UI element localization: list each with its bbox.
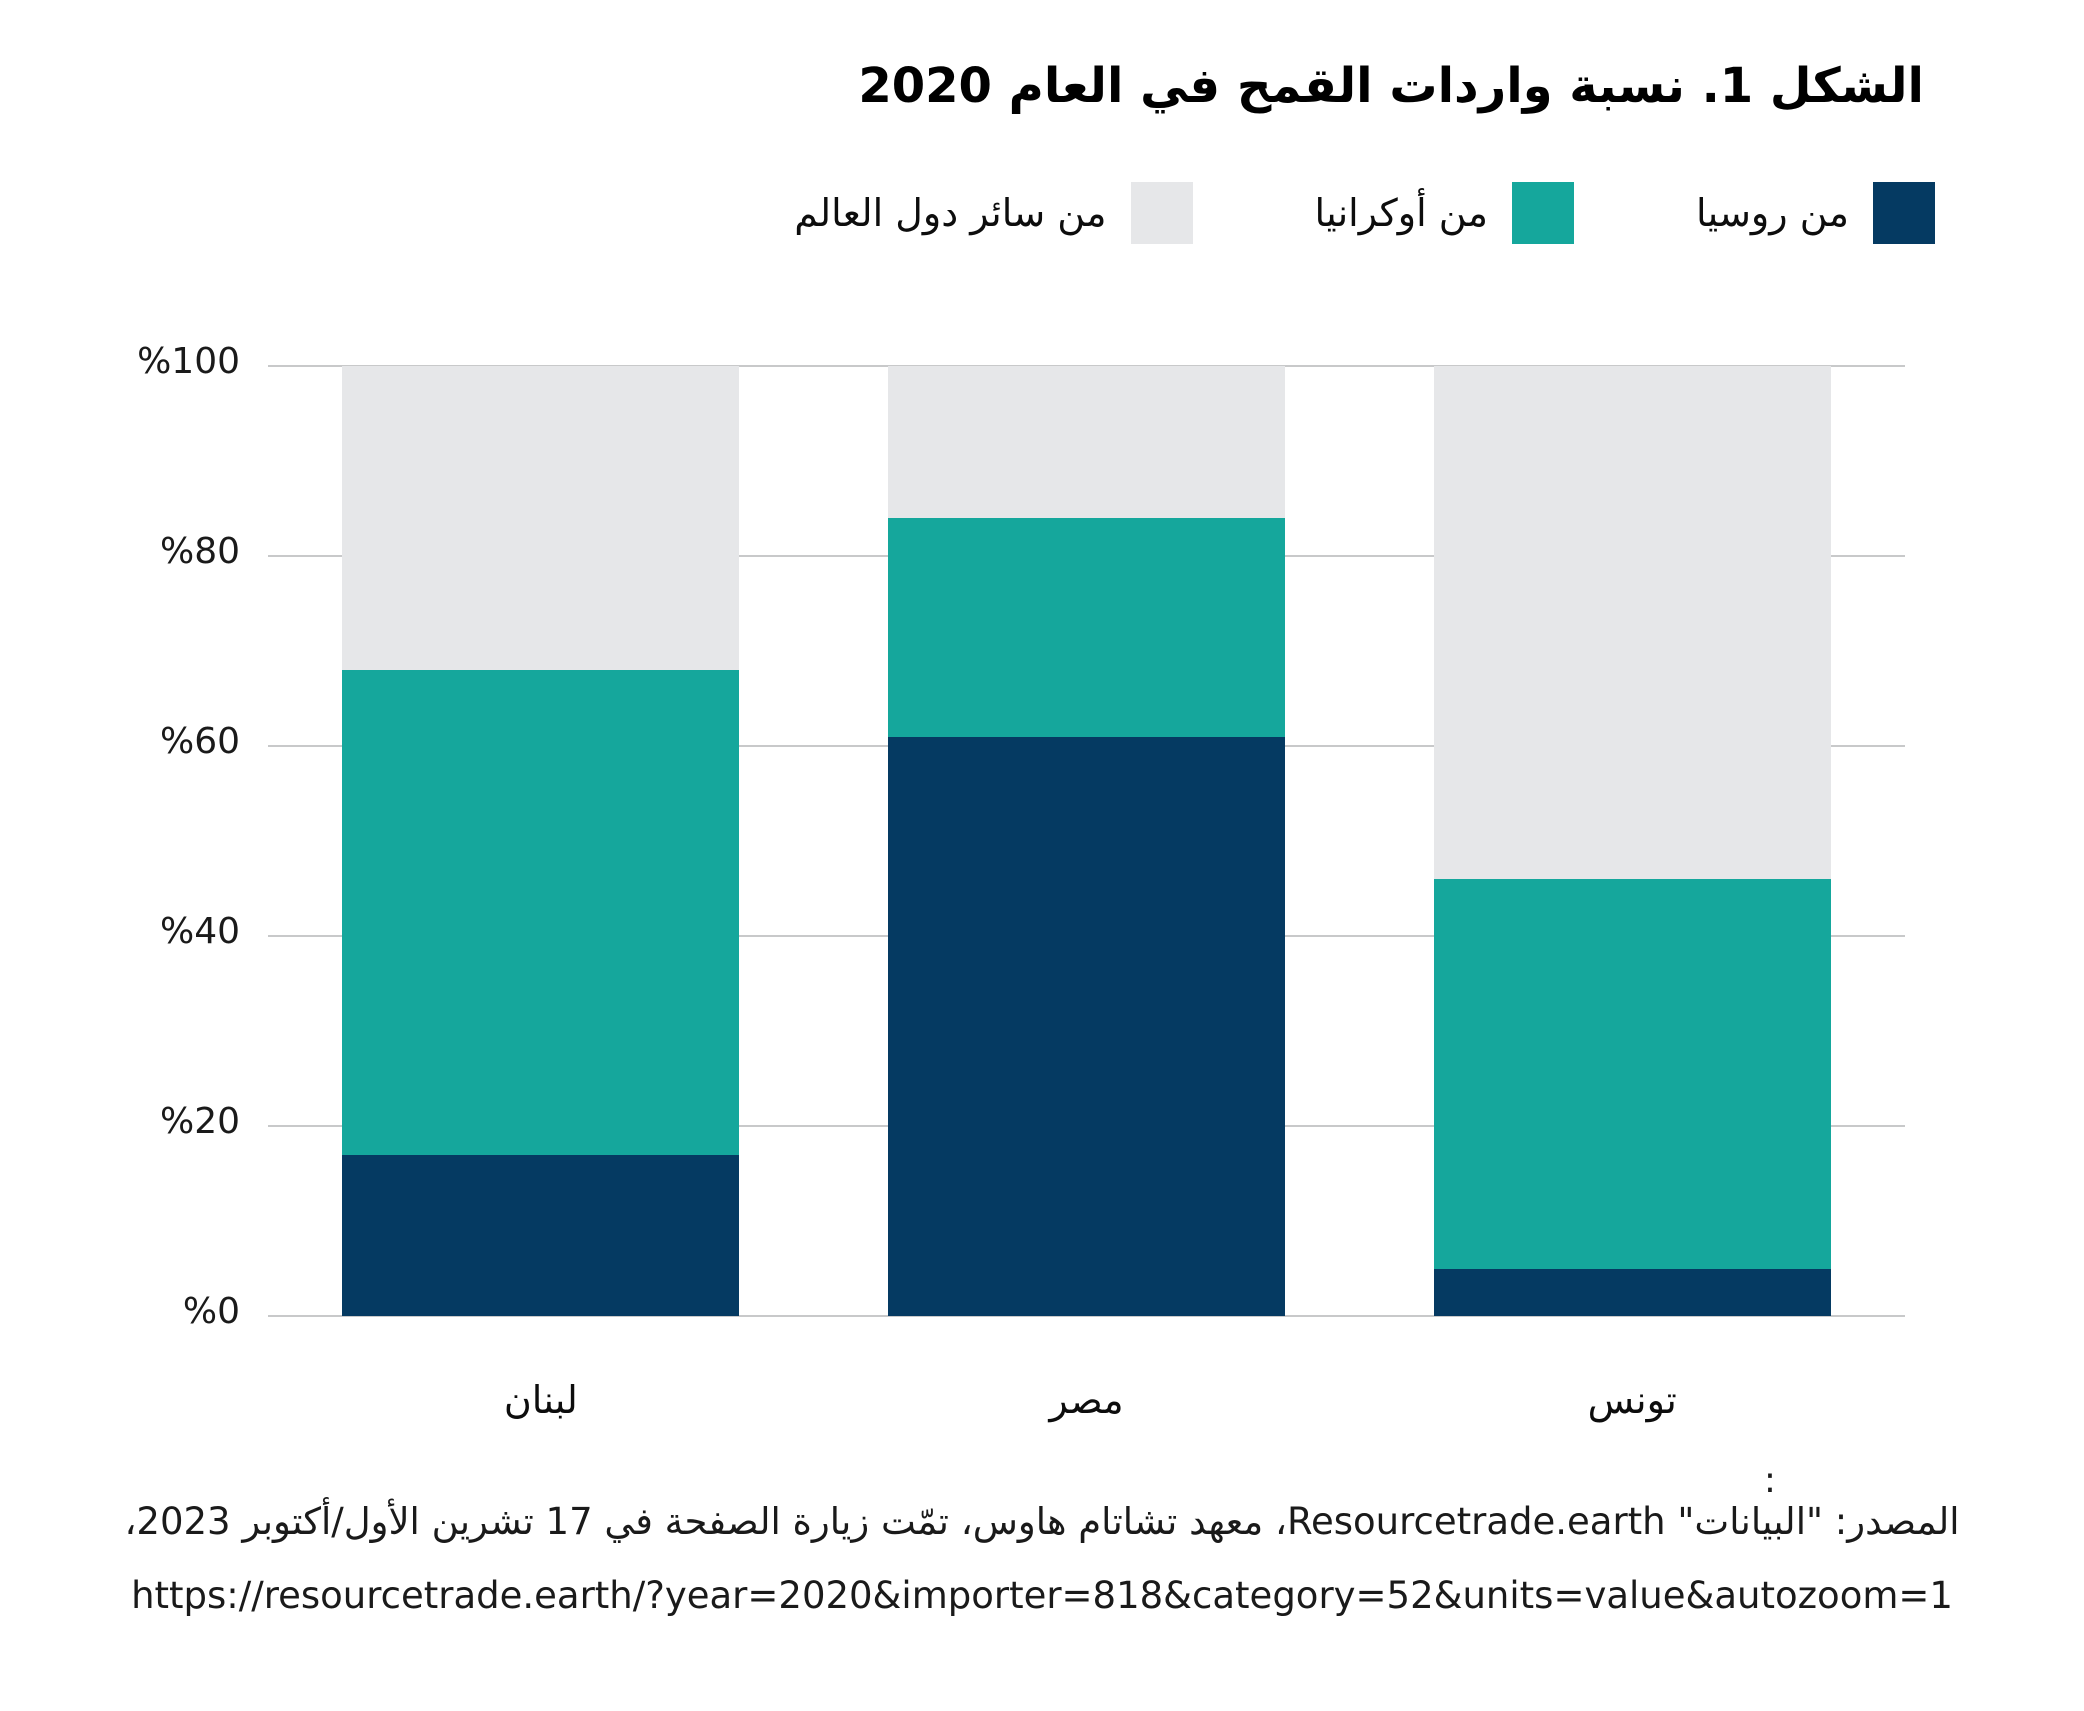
bar-segment-0-2 (342, 366, 740, 670)
bars-layer (268, 366, 1905, 1316)
stacked-bar-0 (342, 366, 740, 1316)
legend-item-label: من روسيا (1696, 191, 1849, 235)
legend-item-0: من روسيا (1696, 182, 1935, 244)
legend: من روسيا من أوكرانيا من سائر دول العالم (794, 178, 1935, 248)
gridline-0 (268, 1315, 1905, 1317)
source-text: المصدر: "البيانات" Resourcetrade.earth، … (124, 1500, 1960, 1543)
y-tick-label-100: %100 (137, 341, 240, 382)
x-axis-label-1: مصر (1049, 1378, 1124, 1422)
y-tick-label-60: %60 (159, 721, 240, 762)
stacked-bar-2 (1433, 366, 1831, 1316)
bar-segment-0-0 (342, 1154, 740, 1316)
legend-swatch-icon (1873, 182, 1935, 244)
y-tick-label-40: %40 (159, 911, 240, 952)
bar-segment-2-0 (1433, 1268, 1831, 1316)
bar-column-0 (268, 366, 814, 1316)
y-tick-label-20: %20 (159, 1101, 240, 1142)
plot-area: %0 %20 %40 %60 %80 %100 (137, 341, 1905, 1332)
bar-segment-2-2 (1433, 366, 1831, 879)
bar-segment-1-0 (888, 736, 1285, 1316)
bar-segment-2-1 (1433, 879, 1831, 1269)
legend-swatch-icon (1512, 182, 1575, 244)
bar-column-2 (1359, 366, 1905, 1316)
bar-segment-0-1 (342, 670, 740, 1155)
legend-item-label: من أوكرانيا (1314, 191, 1489, 235)
stacked-bar-1 (888, 366, 1285, 1316)
legend-swatch-icon (1130, 182, 1193, 244)
legend-item-1: من أوكرانيا (1315, 182, 1575, 244)
y-tick-label-80: %80 (159, 531, 240, 572)
source-url: https://resourcetrade.earth/?year=2020&i… (131, 1574, 1953, 1617)
bar-column-1 (814, 366, 1360, 1316)
chart-title: الشكل 1. نسبة واردات القمح في العام 2020 (858, 58, 1924, 114)
legend-item-2: من سائر دول العالم (794, 182, 1193, 244)
x-axis-label-0: لبنان (503, 1378, 578, 1422)
x-axis-label-2: تونس (1587, 1378, 1677, 1422)
bar-segment-1-2 (888, 366, 1285, 518)
legend-item-label: من سائر دول العالم (794, 191, 1107, 235)
x-axis-labels: لبنان مصر تونس (268, 1378, 1905, 1422)
footnote-colon: : (1763, 1460, 1777, 1501)
bar-segment-1-1 (888, 518, 1285, 737)
y-tick-label-0: %0 (182, 1291, 240, 1332)
